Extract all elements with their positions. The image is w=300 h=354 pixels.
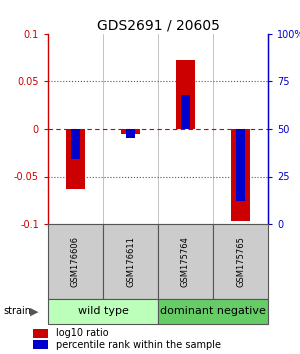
Bar	[48, 299, 158, 324]
Text: dominant negative: dominant negative	[160, 307, 266, 316]
Text: wild type: wild type	[78, 307, 128, 316]
Bar	[158, 299, 268, 324]
Bar	[213, 224, 268, 299]
Bar	[33, 329, 48, 338]
Text: GSM175764: GSM175764	[181, 236, 190, 287]
Bar	[158, 224, 213, 299]
Bar	[176, 60, 195, 129]
Bar	[33, 340, 48, 349]
Bar	[121, 129, 140, 134]
Bar	[48, 224, 103, 299]
Text: GSM176606: GSM176606	[71, 236, 80, 287]
Bar	[66, 129, 85, 189]
Text: GSM176611: GSM176611	[126, 236, 135, 287]
Bar	[181, 95, 190, 129]
Bar	[70, 129, 80, 159]
Text: log10 ratio: log10 ratio	[56, 328, 108, 338]
Text: GSM175765: GSM175765	[236, 236, 245, 287]
Text: percentile rank within the sample: percentile rank within the sample	[56, 340, 220, 350]
Bar	[103, 224, 158, 299]
Bar	[236, 129, 245, 201]
Text: strain: strain	[3, 307, 31, 316]
Bar	[231, 129, 250, 221]
Text: ▶: ▶	[30, 307, 38, 316]
Title: GDS2691 / 20605: GDS2691 / 20605	[97, 19, 219, 33]
Bar	[126, 129, 136, 138]
